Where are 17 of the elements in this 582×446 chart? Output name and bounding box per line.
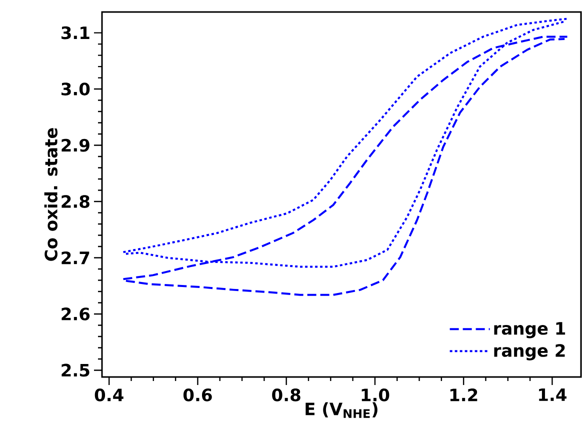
x-axis-title: E (V$_{NHE}$) [306, 402, 378, 418]
y-tick-label: 2.8 [62, 195, 90, 208]
y-tick-label: 3.1 [62, 26, 90, 40]
y-tick-label: 3.0 [62, 82, 90, 96]
x-tick-label: 1.2 [450, 388, 478, 402]
y-tick-label: 2.9 [62, 138, 90, 152]
x-tick-label: 0.6 [183, 388, 212, 402]
x-tick-label: 1.0 [362, 388, 390, 402]
y-tick-label: 2.6 [62, 308, 90, 320]
x-tick-label: 0.8 [272, 388, 300, 402]
legend-label: range 2 [494, 344, 565, 360]
y-axis-title: Co oxid. state [44, 128, 58, 261]
legend-label: range 1 [494, 322, 566, 338]
x-tick-label: 1.4 [539, 388, 566, 401]
x-tick-label: 0.4 [94, 388, 124, 402]
y-tick-label: 2.7 [62, 251, 90, 264]
y-tick-label: 2.5 [62, 364, 90, 377]
